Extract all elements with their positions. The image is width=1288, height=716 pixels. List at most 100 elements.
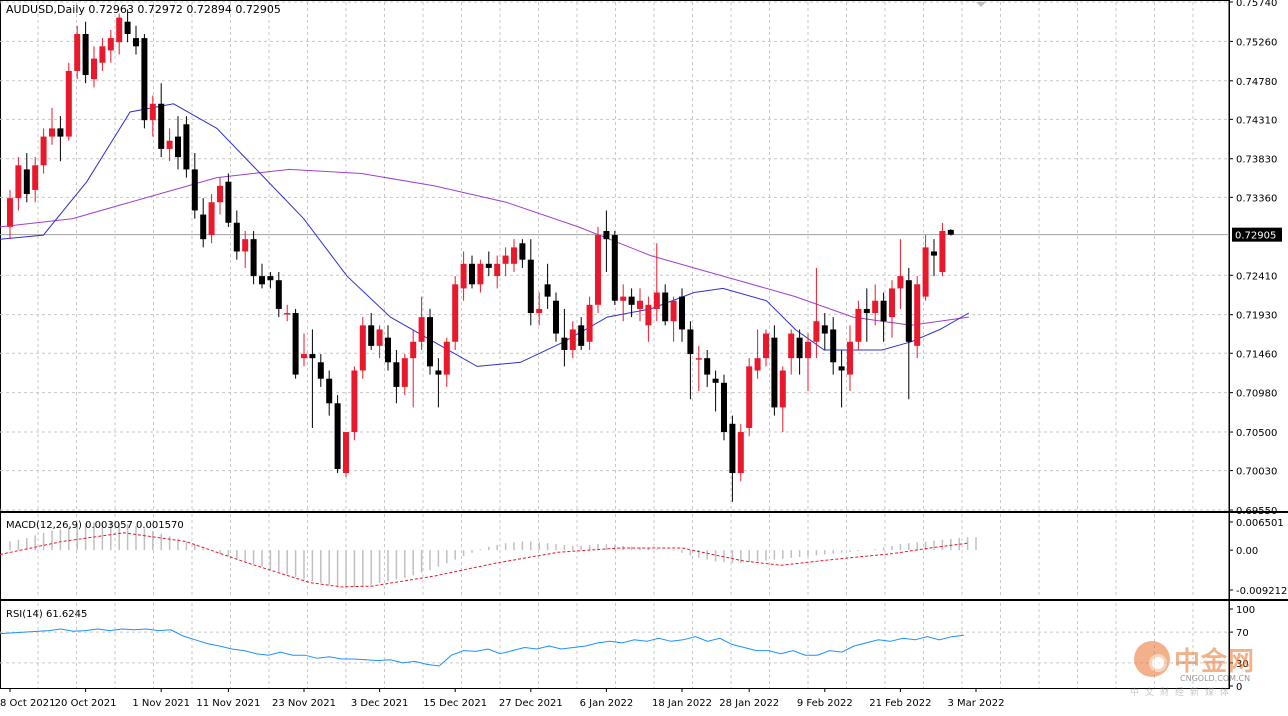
candle-body bbox=[326, 378, 333, 404]
candle-body bbox=[796, 337, 803, 359]
watermark-cn: 中金网 bbox=[1174, 647, 1256, 677]
rsi-line bbox=[0, 628, 964, 667]
candle-body bbox=[863, 308, 870, 314]
last-price-tag bbox=[1232, 227, 1282, 242]
candle-body bbox=[23, 169, 30, 195]
candle-body bbox=[359, 325, 366, 371]
x-tick-label: 27 Dec 2021 bbox=[499, 698, 563, 709]
candle-body bbox=[418, 317, 425, 342]
candle-body bbox=[284, 313, 291, 315]
candle-body bbox=[460, 263, 467, 289]
y-tick-label: 0.74310 bbox=[1236, 115, 1277, 126]
candle-body bbox=[217, 185, 223, 203]
macd-tick-label: 0.00 bbox=[1236, 546, 1258, 557]
candle-body bbox=[7, 198, 13, 227]
macd-signal-line bbox=[0, 532, 968, 588]
candle-body bbox=[737, 432, 744, 474]
candle-body bbox=[931, 251, 937, 256]
candle-body bbox=[578, 325, 585, 346]
candle-body bbox=[393, 362, 400, 387]
candle-body bbox=[15, 165, 22, 199]
candle-body bbox=[343, 432, 349, 474]
candle-body bbox=[519, 243, 526, 260]
candle-body bbox=[527, 259, 534, 314]
candle-body bbox=[721, 382, 727, 433]
shift-marker-icon bbox=[976, 2, 986, 7]
x-tick-label: 8 Oct 2021 bbox=[0, 698, 55, 709]
candle-body bbox=[679, 296, 685, 330]
candle-body bbox=[855, 308, 862, 342]
candle-body bbox=[401, 358, 408, 387]
candle-body bbox=[603, 230, 610, 240]
candle-body bbox=[242, 239, 249, 252]
x-tick-label: 21 Feb 2022 bbox=[869, 698, 931, 709]
candle-body bbox=[124, 21, 131, 35]
candle-body bbox=[469, 263, 475, 285]
candle-body bbox=[410, 341, 417, 359]
candle-body bbox=[746, 366, 753, 428]
candle-body bbox=[494, 263, 501, 277]
candle-body bbox=[317, 362, 324, 379]
candle-body bbox=[687, 329, 694, 355]
candle-body bbox=[947, 229, 954, 235]
watermark-logo: 中金网 CNGOLD.COM.CN 中文财经新媒体 bbox=[1128, 637, 1278, 703]
symbol-header: AUDUSD,Daily 0.72963 0.72972 0.72894 0.7… bbox=[6, 3, 281, 16]
candle-body bbox=[82, 34, 89, 76]
candle-body bbox=[628, 296, 635, 305]
candle-body bbox=[544, 284, 551, 297]
candle-body bbox=[116, 17, 123, 43]
candle-body bbox=[771, 337, 778, 408]
candle-body bbox=[704, 358, 711, 375]
candle-body bbox=[830, 329, 837, 363]
candle-body bbox=[670, 300, 677, 322]
candle-body bbox=[443, 341, 450, 375]
rsi-label: RSI(14) 61.6245 bbox=[6, 609, 87, 620]
candle-body bbox=[368, 325, 375, 346]
candle-body bbox=[872, 300, 879, 314]
candle-body bbox=[158, 103, 165, 149]
moving-average-slow bbox=[0, 168, 969, 326]
x-tick-label: 1 Nov 2021 bbox=[132, 698, 190, 709]
candle-body bbox=[662, 292, 669, 322]
candle-body bbox=[225, 181, 232, 223]
candle-body bbox=[250, 239, 257, 277]
candle-body bbox=[763, 333, 769, 359]
candle-body bbox=[275, 280, 282, 309]
candle-body bbox=[74, 34, 81, 71]
candle-body bbox=[91, 58, 97, 80]
y-tick-label: 0.70500 bbox=[1236, 428, 1277, 439]
watermark-en: CNGOLD.COM.CN bbox=[1180, 674, 1251, 683]
candle-body bbox=[847, 341, 853, 375]
candle-body bbox=[259, 276, 265, 285]
y-tick-label: 0.70030 bbox=[1236, 467, 1277, 478]
candle-body bbox=[645, 304, 652, 326]
x-tick-label: 23 Nov 2021 bbox=[272, 698, 336, 709]
candle-body bbox=[813, 321, 820, 342]
y-tick-label: 0.74780 bbox=[1236, 77, 1277, 88]
candle-body bbox=[133, 38, 139, 47]
y-tick-label: 0.73830 bbox=[1236, 155, 1277, 166]
candle-body bbox=[754, 358, 761, 371]
candle-body bbox=[586, 304, 593, 342]
candle-body bbox=[653, 292, 660, 309]
y-tick-label: 0.72410 bbox=[1236, 271, 1277, 282]
candle-body bbox=[561, 337, 568, 350]
candle-body bbox=[49, 128, 55, 137]
candle-body bbox=[65, 70, 72, 137]
candle-body bbox=[939, 230, 946, 273]
y-tick-label: 0.71460 bbox=[1236, 349, 1277, 360]
y-tick-label: 0.71930 bbox=[1236, 311, 1277, 322]
candle-body bbox=[569, 329, 576, 350]
candle-body bbox=[175, 136, 181, 158]
candle-body bbox=[301, 354, 307, 359]
candle-body bbox=[351, 370, 358, 433]
candle-body bbox=[208, 202, 215, 236]
candle-body bbox=[141, 38, 148, 121]
candle-body bbox=[149, 103, 156, 121]
candle-body bbox=[553, 300, 559, 334]
candle-body bbox=[536, 308, 543, 314]
candle-body bbox=[309, 354, 316, 359]
rsi-tick-label: 100 bbox=[1236, 605, 1255, 616]
